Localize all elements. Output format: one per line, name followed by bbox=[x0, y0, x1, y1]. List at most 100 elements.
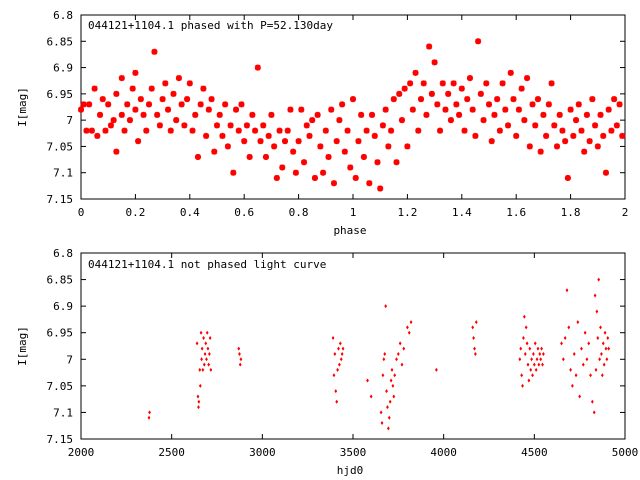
data-point bbox=[398, 117, 405, 124]
x-tick-label: 2000 bbox=[68, 446, 95, 459]
data-point bbox=[598, 357, 602, 362]
data-point bbox=[207, 351, 211, 356]
data-point bbox=[599, 325, 602, 330]
data-point bbox=[282, 138, 288, 145]
data-point bbox=[241, 138, 248, 145]
y-axis-label-phased: I[mag] bbox=[16, 87, 29, 127]
data-point bbox=[148, 410, 151, 415]
x-axis-label-unphased: hjd0 bbox=[337, 464, 364, 477]
data-point bbox=[383, 351, 387, 356]
data-point bbox=[533, 341, 537, 346]
data-point bbox=[590, 399, 594, 404]
data-point bbox=[379, 122, 386, 129]
data-point bbox=[475, 38, 482, 45]
data-point bbox=[227, 122, 234, 129]
data-point bbox=[398, 341, 402, 346]
y-tick-label: 7.15 bbox=[47, 193, 74, 206]
data-point bbox=[238, 362, 242, 367]
data-point bbox=[336, 117, 343, 124]
y-tick-label: 6.9 bbox=[53, 62, 73, 75]
data-point bbox=[473, 346, 476, 351]
data-point bbox=[619, 132, 626, 139]
x-tick-label: 1.6 bbox=[506, 206, 526, 219]
data-point bbox=[565, 288, 569, 293]
data-point bbox=[569, 367, 572, 372]
data-point bbox=[611, 96, 618, 103]
data-point bbox=[608, 127, 615, 134]
data-point bbox=[379, 410, 383, 415]
y-tick-label: 6.95 bbox=[47, 88, 74, 101]
data-point bbox=[331, 336, 335, 341]
data-point bbox=[483, 80, 490, 87]
data-point bbox=[407, 80, 414, 87]
data-point bbox=[505, 122, 512, 129]
data-point bbox=[583, 111, 590, 118]
data-point bbox=[262, 153, 269, 160]
data-point bbox=[404, 143, 411, 150]
data-point bbox=[209, 367, 213, 372]
data-point bbox=[543, 132, 550, 139]
data-point bbox=[540, 111, 547, 118]
data-point bbox=[377, 185, 384, 192]
data-point bbox=[540, 346, 543, 351]
data-point bbox=[132, 106, 139, 113]
data-point bbox=[78, 106, 84, 113]
data-point bbox=[201, 367, 205, 372]
x-tick-label: 4500 bbox=[521, 446, 548, 459]
data-point bbox=[239, 357, 243, 362]
y-ticks-unphased: 6.8 6.85 6.9 6.95 7 7.05 7.1 7.15 bbox=[47, 247, 625, 446]
data-point bbox=[369, 111, 376, 118]
data-point bbox=[567, 325, 571, 330]
data-point bbox=[358, 111, 365, 118]
data-point bbox=[578, 394, 582, 399]
data-point bbox=[581, 362, 585, 367]
data-point bbox=[374, 159, 381, 166]
data-point bbox=[428, 90, 435, 97]
data-point bbox=[450, 80, 457, 87]
data-point bbox=[83, 127, 90, 134]
data-point bbox=[388, 399, 392, 404]
data-point bbox=[314, 111, 321, 118]
data-point bbox=[532, 362, 536, 367]
phased-light-curve-panel: 044121+1104.1 phased with P=52.130day ph… bbox=[16, 9, 628, 237]
data-point bbox=[230, 169, 237, 176]
data-point bbox=[301, 159, 308, 166]
data-point bbox=[518, 85, 525, 92]
data-point bbox=[616, 101, 623, 108]
data-point bbox=[371, 132, 378, 139]
data-point bbox=[205, 330, 209, 335]
data-point bbox=[594, 367, 598, 372]
x-tick-label: 0.8 bbox=[289, 206, 309, 219]
data-point bbox=[102, 127, 109, 134]
data-point bbox=[322, 127, 329, 134]
data-point bbox=[360, 153, 367, 160]
y-axis-label-unphased: I[mag] bbox=[16, 326, 29, 366]
data-point bbox=[605, 106, 612, 113]
data-point bbox=[545, 101, 552, 108]
data-point bbox=[538, 351, 542, 356]
data-point bbox=[442, 106, 449, 113]
data-point bbox=[107, 122, 114, 129]
data-point bbox=[91, 85, 98, 92]
data-point bbox=[198, 367, 202, 372]
data-point bbox=[406, 325, 409, 330]
data-point bbox=[99, 96, 106, 103]
data-point bbox=[613, 122, 620, 129]
data-point bbox=[518, 357, 522, 362]
data-point bbox=[249, 111, 256, 118]
data-point bbox=[601, 341, 605, 346]
data-point bbox=[471, 325, 475, 330]
data-point bbox=[447, 117, 454, 124]
data-point bbox=[527, 378, 531, 383]
data-point bbox=[597, 111, 604, 118]
data-point bbox=[402, 346, 406, 351]
data-point bbox=[551, 122, 558, 129]
x-tick-label: 1.4 bbox=[452, 206, 472, 219]
data-point bbox=[338, 341, 342, 346]
data-point bbox=[469, 106, 476, 113]
x-tick-label: 4000 bbox=[430, 446, 457, 459]
data-point bbox=[532, 122, 539, 129]
data-point bbox=[355, 138, 362, 145]
data-point bbox=[126, 117, 133, 124]
data-point bbox=[583, 330, 587, 335]
